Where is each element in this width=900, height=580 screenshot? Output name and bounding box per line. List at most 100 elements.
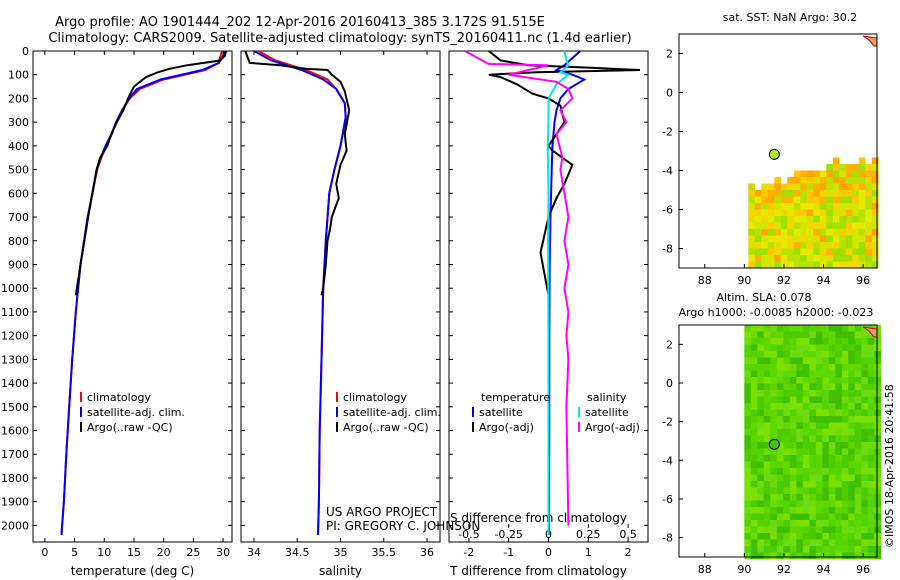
field-cell (845, 170, 853, 178)
temperature-panel: 0100200300400500600700800900100011001200… (1, 45, 233, 578)
field-cell (783, 500, 791, 508)
field-cell (854, 435, 862, 443)
field-cell (815, 403, 823, 410)
legend-label: Argo(-adj) (585, 421, 640, 434)
field-cell (835, 416, 843, 423)
field-cell (865, 255, 873, 262)
field-cell (763, 370, 771, 378)
map-title: Altim. SLA: 0.078 (716, 291, 811, 304)
field-cell (861, 370, 869, 378)
field-cell (828, 468, 836, 475)
plot-frame (32, 50, 233, 543)
field-cell (770, 416, 778, 423)
field-cell (783, 513, 791, 521)
y-tick-label: 2000 (1, 519, 29, 532)
field-cell (841, 325, 849, 332)
field-cell (867, 526, 875, 534)
field-cell (822, 500, 830, 508)
field-cell (848, 481, 856, 488)
field-cell (874, 487, 882, 495)
field-cell (835, 422, 843, 430)
field-cell (813, 222, 821, 230)
field-cell (822, 507, 830, 514)
field-cell (754, 222, 762, 230)
y-tick-label: 100 (8, 69, 29, 82)
field-cell (826, 177, 834, 184)
field-cell (787, 203, 795, 210)
field-cell (822, 520, 830, 527)
field-cell (757, 448, 765, 456)
field-cell (841, 435, 849, 443)
field-cell (848, 474, 856, 482)
field-cell (783, 552, 791, 560)
field-cell (800, 196, 808, 204)
field-cell (789, 409, 797, 417)
field-cell (806, 196, 814, 204)
field-cell (806, 242, 814, 249)
x-tick-label: 88 (698, 563, 712, 576)
field-cell (828, 552, 836, 560)
field-cell (783, 474, 791, 482)
field-cell (835, 383, 843, 391)
field-cell (754, 203, 762, 210)
field-cell (783, 403, 791, 410)
field-cell (800, 170, 808, 178)
credit-line2: PI: GREGORY C. JOHNSON (326, 519, 480, 533)
field-cell (828, 357, 836, 365)
field-cell (809, 325, 817, 332)
field-cell (841, 520, 849, 527)
field-cell (783, 442, 791, 449)
field-cell (748, 196, 756, 204)
series-line-0 (60, 50, 223, 535)
field-cell (793, 261, 801, 269)
field-cell (813, 209, 821, 217)
field-cell (757, 338, 765, 345)
field-cell (867, 533, 875, 540)
argo-position-marker (768, 438, 780, 450)
field-cell (750, 364, 758, 371)
field-cell (789, 416, 797, 423)
y-tick-label: -6 (662, 204, 673, 217)
field-cell (796, 513, 804, 521)
field-cell (787, 209, 795, 217)
field-cell (828, 500, 836, 508)
field-cell (861, 500, 869, 508)
field-cell (815, 507, 823, 514)
field-cell (802, 331, 810, 339)
field-cell (839, 183, 847, 191)
field-cell (796, 520, 804, 527)
field-cell (832, 248, 840, 256)
field-cell (815, 357, 823, 365)
field-cell (806, 235, 814, 243)
field-cell (867, 351, 875, 358)
field-cell (770, 409, 778, 417)
field-cell (802, 533, 810, 540)
field-cell (826, 248, 834, 256)
field-cell (832, 229, 840, 236)
field-cell (871, 203, 879, 210)
field-cell (780, 216, 788, 223)
map-frame (678, 33, 878, 269)
field-cell (757, 416, 765, 423)
field-cell (861, 429, 869, 436)
field-cell (780, 203, 788, 210)
field-cell (750, 429, 758, 436)
field-cell (871, 164, 879, 171)
field-cell (783, 338, 791, 345)
field-cell (763, 416, 771, 423)
field-cell (841, 377, 849, 384)
field-cell (796, 331, 804, 339)
figure-title-line2: Climatology: CARS2009. Satellite-adjuste… (48, 31, 631, 46)
field-cell (867, 461, 875, 469)
field-cell (806, 261, 814, 269)
y-tick-label: 900 (8, 258, 29, 271)
field-cell (815, 416, 823, 423)
field-cell (874, 338, 882, 345)
field-cell (828, 331, 836, 339)
field-cell (852, 248, 860, 256)
field-cell (750, 409, 758, 417)
field-cell (854, 422, 862, 430)
field-cell (822, 364, 830, 371)
field-cell (789, 442, 797, 449)
field-cell (828, 403, 836, 410)
